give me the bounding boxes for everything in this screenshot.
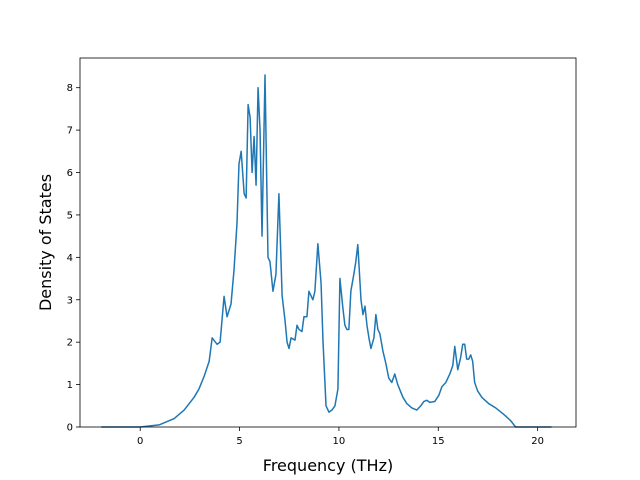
plot-area [80,58,576,427]
y-tick-label: 0 [67,423,73,434]
x-tick-label: 15 [432,436,445,447]
y-tick-label: 8 [67,83,73,94]
y-axis-label: Density of States [36,174,55,311]
line [101,74,552,428]
y-tick-label: 2 [67,338,73,349]
y-tick-label: 5 [67,210,73,221]
y-tick-label: 6 [67,168,73,179]
x-tick-label: 20 [531,436,544,447]
y-tick-label: 4 [67,253,73,264]
x-tick-label: 0 [137,436,143,447]
axes-frame [79,57,577,428]
x-tick-label: 5 [236,436,242,447]
x-tick-label: 10 [333,436,346,447]
y-tick-label: 7 [67,126,73,137]
y-tick-label: 1 [67,380,73,391]
x-axis-label: Frequency (THz) [263,456,393,475]
y-tick-label: 3 [67,295,73,306]
